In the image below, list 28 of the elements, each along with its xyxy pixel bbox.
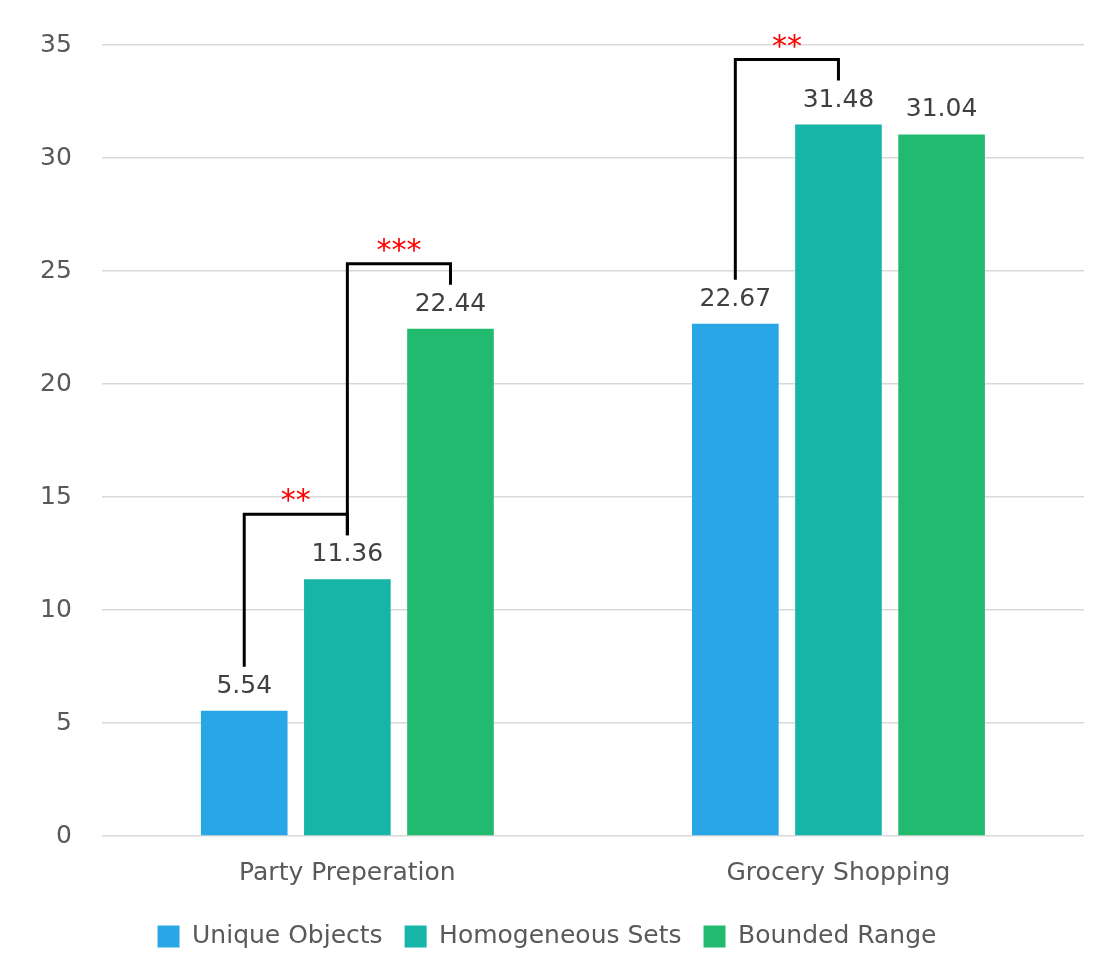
legend-label: Bounded Range bbox=[738, 920, 937, 949]
annotation: ** bbox=[280, 482, 311, 518]
data-label: 22.44 bbox=[414, 287, 487, 317]
bar bbox=[898, 134, 985, 836]
annotation: *** bbox=[376, 231, 422, 267]
y-tick-label: 5 bbox=[55, 706, 72, 736]
data-label: 11.36 bbox=[311, 538, 384, 568]
legend-label: Homogeneous Sets bbox=[439, 920, 682, 949]
y-tick-label: 10 bbox=[40, 593, 72, 623]
data-label: 31.04 bbox=[905, 93, 978, 123]
y-tick-label: 15 bbox=[40, 480, 72, 510]
bar bbox=[795, 124, 882, 836]
data-label: 22.67 bbox=[699, 282, 772, 312]
x-tick-label: Grocery Shopping bbox=[726, 856, 951, 886]
x-tick-label: Party Preperation bbox=[239, 856, 456, 886]
y-tick-label: 25 bbox=[40, 254, 72, 284]
y-tick-label: 30 bbox=[40, 141, 72, 171]
bar bbox=[407, 328, 494, 836]
y-tick-label: 35 bbox=[40, 28, 72, 58]
legend-label: Unique Objects bbox=[192, 920, 383, 949]
bar bbox=[200, 710, 288, 836]
y-tick-label: 0 bbox=[55, 819, 72, 849]
bar bbox=[304, 579, 391, 836]
data-label: 31.48 bbox=[802, 83, 875, 113]
annotation: ** bbox=[771, 27, 802, 63]
bar bbox=[692, 323, 779, 836]
data-label: 5.54 bbox=[216, 669, 273, 699]
y-tick-label: 20 bbox=[40, 367, 72, 397]
